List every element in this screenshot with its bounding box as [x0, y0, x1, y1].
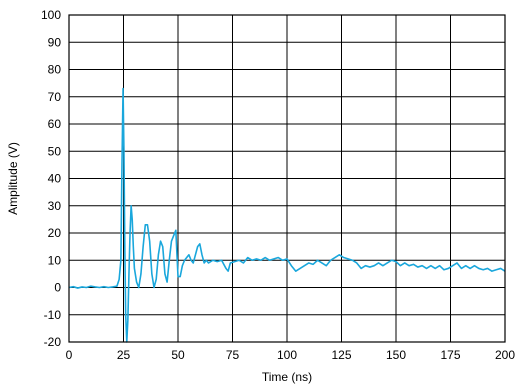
x-tick-label: 100 — [277, 348, 297, 362]
x-tick-label: 50 — [171, 348, 185, 362]
y-tick-label: 10 — [48, 253, 62, 267]
y-tick-label: 20 — [48, 226, 62, 240]
x-tick-label: 150 — [386, 348, 406, 362]
x-tick-label: 200 — [495, 348, 515, 362]
x-tick-label: 25 — [117, 348, 131, 362]
y-tick-label: 80 — [48, 63, 62, 77]
tick-labels: 0 25 50 75 100 125 150 175 200 -20 -10 0 10 20 30 40 50 6… — [41, 8, 515, 362]
series-line — [68, 87, 506, 343]
y-tick-label: 50 — [48, 144, 62, 158]
grid-lines — [68, 14, 506, 343]
y-tick-label: 90 — [48, 35, 62, 49]
x-tick-label: 0 — [66, 348, 73, 362]
x-tick-label: 125 — [331, 348, 351, 362]
x-tick-label: 75 — [226, 348, 240, 362]
y-tick-label: 30 — [48, 199, 62, 213]
x-axis-label: Time (ns) — [262, 370, 312, 384]
y-tick-label: -10 — [44, 308, 62, 322]
y-tick-label: -20 — [44, 335, 62, 349]
y-tick-label: 60 — [48, 117, 62, 131]
x-tick-label: 175 — [440, 348, 460, 362]
series-layer — [68, 87, 506, 343]
y-tick-label: 70 — [48, 90, 62, 104]
y-tick-label: 100 — [41, 8, 61, 22]
plot-frame — [68, 14, 506, 343]
y-tick-label: 0 — [54, 281, 61, 295]
y-axis-label: Amplitude (V) — [6, 142, 20, 215]
y-tick-label: 40 — [48, 172, 62, 186]
